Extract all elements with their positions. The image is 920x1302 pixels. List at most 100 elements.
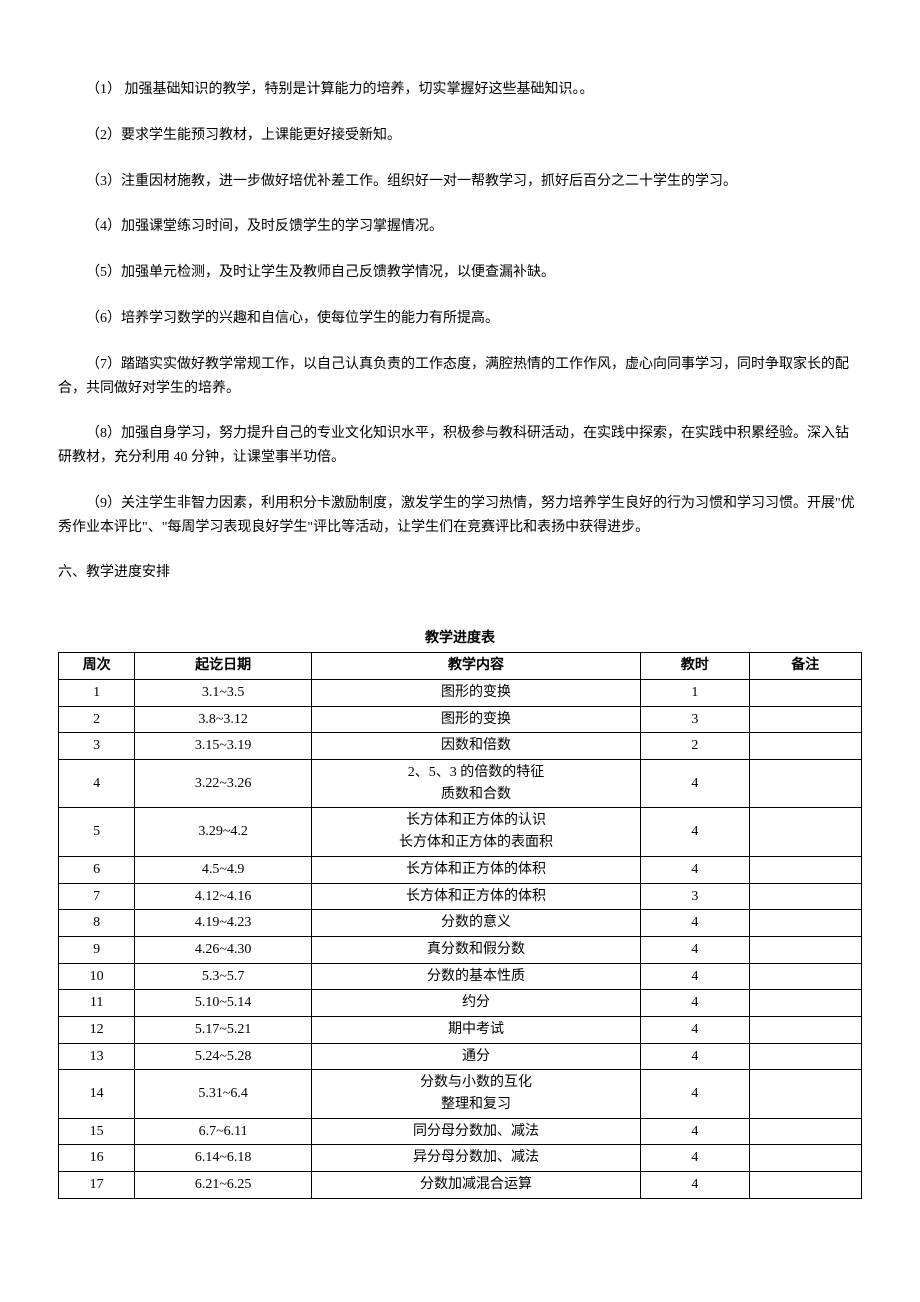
table-row: 156.7~6.11同分母分数加、减法4 bbox=[59, 1118, 862, 1145]
cell-note bbox=[749, 733, 861, 760]
cell-week: 13 bbox=[59, 1043, 135, 1070]
cell-content: 图形的变换 bbox=[311, 706, 640, 733]
table-row: 105.3~5.7分数的基本性质4 bbox=[59, 963, 862, 990]
table-row: 74.12~4.16长方体和正方体的体积3 bbox=[59, 883, 862, 910]
paragraph-4: （4）加强课堂练习时间，及时反馈学生的学习掌握情况。 bbox=[58, 215, 862, 239]
table-title: 教学进度表 bbox=[58, 628, 862, 650]
cell-date: 3.29~4.2 bbox=[135, 808, 312, 856]
cell-note bbox=[749, 760, 861, 808]
cell-note bbox=[749, 883, 861, 910]
cell-week: 9 bbox=[59, 936, 135, 963]
cell-week: 2 bbox=[59, 706, 135, 733]
paragraph-5: （5）加强单元检测，及时让学生及教师自己反馈教学情况，以便查漏补缺。 bbox=[58, 261, 862, 285]
header-date: 起讫日期 bbox=[135, 653, 312, 680]
cell-date: 3.22~3.26 bbox=[135, 760, 312, 808]
table-row: 125.17~5.21期中考试4 bbox=[59, 1016, 862, 1043]
cell-note bbox=[749, 1016, 861, 1043]
cell-note bbox=[749, 680, 861, 707]
table-row: 176.21~6.25分数加减混合运算4 bbox=[59, 1172, 862, 1199]
cell-week: 15 bbox=[59, 1118, 135, 1145]
cell-content: 真分数和假分数 bbox=[311, 936, 640, 963]
cell-hours: 4 bbox=[641, 1016, 749, 1043]
cell-hours: 2 bbox=[641, 733, 749, 760]
cell-content: 分数与小数的互化整理和复习 bbox=[311, 1070, 640, 1118]
cell-date: 3.8~3.12 bbox=[135, 706, 312, 733]
table-body: 13.1~3.5图形的变换123.8~3.12图形的变换333.15~3.19因… bbox=[59, 680, 862, 1199]
cell-week: 14 bbox=[59, 1070, 135, 1118]
paragraph-9: （9）关注学生非智力因素，利用积分卡激励制度，激发学生的学习热情，努力培养学生良… bbox=[58, 492, 862, 540]
table-row: 64.5~4.9长方体和正方体的体积4 bbox=[59, 856, 862, 883]
cell-week: 7 bbox=[59, 883, 135, 910]
cell-week: 6 bbox=[59, 856, 135, 883]
cell-week: 8 bbox=[59, 910, 135, 937]
cell-hours: 4 bbox=[641, 936, 749, 963]
cell-note bbox=[749, 808, 861, 856]
cell-date: 4.19~4.23 bbox=[135, 910, 312, 937]
section-heading: 六、教学进度安排 bbox=[58, 562, 862, 584]
cell-note bbox=[749, 856, 861, 883]
cell-note bbox=[749, 963, 861, 990]
cell-week: 10 bbox=[59, 963, 135, 990]
cell-date: 6.7~6.11 bbox=[135, 1118, 312, 1145]
cell-content: 图形的变换 bbox=[311, 680, 640, 707]
paragraph-8: （8）加强自身学习，努力提升自己的专业文化知识水平，积极参与教科研活动，在实践中… bbox=[58, 422, 862, 470]
cell-content: 长方体和正方体的体积 bbox=[311, 856, 640, 883]
cell-hours: 4 bbox=[641, 760, 749, 808]
cell-content: 约分 bbox=[311, 990, 640, 1017]
cell-date: 4.5~4.9 bbox=[135, 856, 312, 883]
cell-hours: 4 bbox=[641, 1172, 749, 1199]
cell-week: 16 bbox=[59, 1145, 135, 1172]
header-hours: 教时 bbox=[641, 653, 749, 680]
cell-hours: 3 bbox=[641, 706, 749, 733]
cell-date: 5.31~6.4 bbox=[135, 1070, 312, 1118]
cell-content: 分数加减混合运算 bbox=[311, 1172, 640, 1199]
cell-content: 通分 bbox=[311, 1043, 640, 1070]
table-row: 94.26~4.30真分数和假分数4 bbox=[59, 936, 862, 963]
paragraph-3: （3）注重因材施教，进一步做好培优补差工作。组织好一对一帮教学习，抓好后百分之二… bbox=[58, 170, 862, 194]
cell-date: 4.26~4.30 bbox=[135, 936, 312, 963]
table-row: 145.31~6.4分数与小数的互化整理和复习4 bbox=[59, 1070, 862, 1118]
cell-content: 因数和倍数 bbox=[311, 733, 640, 760]
cell-hours: 4 bbox=[641, 910, 749, 937]
cell-hours: 4 bbox=[641, 963, 749, 990]
header-content: 教学内容 bbox=[311, 653, 640, 680]
cell-note bbox=[749, 990, 861, 1017]
cell-date: 3.15~3.19 bbox=[135, 733, 312, 760]
cell-date: 5.10~5.14 bbox=[135, 990, 312, 1017]
cell-content: 2、5、3 的倍数的特征质数和合数 bbox=[311, 760, 640, 808]
cell-note bbox=[749, 910, 861, 937]
table-row: 13.1~3.5图形的变换1 bbox=[59, 680, 862, 707]
header-week: 周次 bbox=[59, 653, 135, 680]
cell-hours: 4 bbox=[641, 1145, 749, 1172]
table-row: 33.15~3.19因数和倍数2 bbox=[59, 733, 862, 760]
cell-week: 3 bbox=[59, 733, 135, 760]
cell-hours: 3 bbox=[641, 883, 749, 910]
paragraph-2: （2）要求学生能预习教材，上课能更好接受新知。 bbox=[58, 124, 862, 148]
paragraph-1: （1） 加强基础知识的教学，特别是计算能力的培养，切实掌握好这些基础知识。。 bbox=[58, 78, 862, 102]
cell-content: 长方体和正方体的认识长方体和正方体的表面积 bbox=[311, 808, 640, 856]
cell-hours: 4 bbox=[641, 1070, 749, 1118]
table-row: 84.19~4.23分数的意义4 bbox=[59, 910, 862, 937]
cell-note bbox=[749, 1145, 861, 1172]
schedule-table: 周次 起讫日期 教学内容 教时 备注 13.1~3.5图形的变换123.8~3.… bbox=[58, 652, 862, 1198]
table-row: 53.29~4.2长方体和正方体的认识长方体和正方体的表面积4 bbox=[59, 808, 862, 856]
cell-content: 长方体和正方体的体积 bbox=[311, 883, 640, 910]
cell-hours: 4 bbox=[641, 990, 749, 1017]
table-row: 43.22~3.262、5、3 的倍数的特征质数和合数4 bbox=[59, 760, 862, 808]
table-row: 166.14~6.18异分母分数加、减法4 bbox=[59, 1145, 862, 1172]
paragraph-7: （7）踏踏实实做好教学常规工作，以自己认真负责的工作态度，满腔热情的工作作风，虚… bbox=[58, 353, 862, 401]
table-row: 23.8~3.12图形的变换3 bbox=[59, 706, 862, 733]
cell-note bbox=[749, 1070, 861, 1118]
cell-hours: 1 bbox=[641, 680, 749, 707]
cell-date: 5.3~5.7 bbox=[135, 963, 312, 990]
cell-week: 1 bbox=[59, 680, 135, 707]
table-header-row: 周次 起讫日期 教学内容 教时 备注 bbox=[59, 653, 862, 680]
cell-hours: 4 bbox=[641, 808, 749, 856]
cell-note bbox=[749, 706, 861, 733]
cell-date: 3.1~3.5 bbox=[135, 680, 312, 707]
cell-date: 5.17~5.21 bbox=[135, 1016, 312, 1043]
table-row: 115.10~5.14约分4 bbox=[59, 990, 862, 1017]
cell-week: 5 bbox=[59, 808, 135, 856]
cell-content: 分数的基本性质 bbox=[311, 963, 640, 990]
cell-week: 11 bbox=[59, 990, 135, 1017]
